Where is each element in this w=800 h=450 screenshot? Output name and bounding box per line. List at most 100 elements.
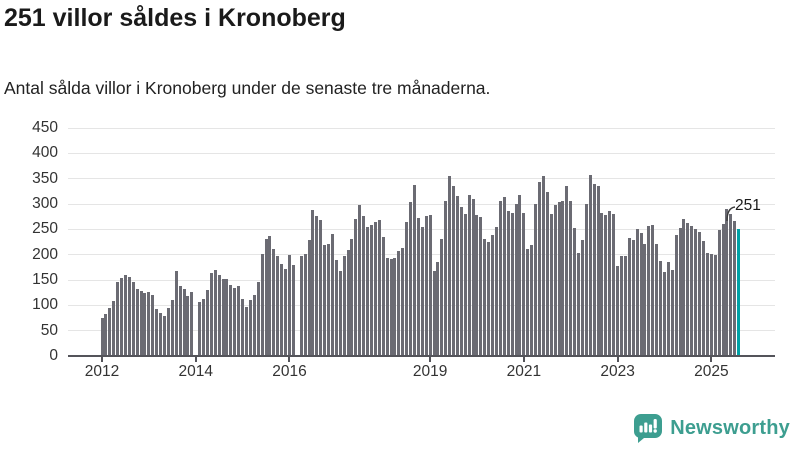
bar	[514, 203, 518, 356]
bar	[604, 215, 608, 356]
bar	[401, 248, 405, 356]
y-axis-tick-label: 350	[32, 169, 58, 187]
x-axis-tick-label: 2019	[412, 363, 448, 380]
bar	[162, 316, 166, 356]
bar	[209, 273, 213, 356]
x-axis-tick-label: 2025	[694, 363, 729, 380]
bar	[725, 209, 729, 356]
y-axis-tick-label: 250	[32, 220, 58, 238]
bar	[534, 204, 538, 356]
bar	[186, 296, 190, 356]
bar	[147, 291, 151, 356]
bar	[733, 220, 737, 356]
bar	[569, 200, 573, 356]
page-title: 251 villor såldes i Kronoberg	[4, 4, 346, 32]
bar	[229, 284, 233, 356]
bar	[276, 256, 280, 356]
bar	[409, 202, 413, 356]
bar	[327, 243, 331, 356]
bar	[139, 291, 143, 356]
bar	[475, 215, 479, 356]
bar	[678, 227, 682, 356]
bar	[377, 219, 381, 356]
x-axis-tick-label: 2021	[506, 363, 542, 380]
bar	[416, 217, 420, 356]
bar	[686, 222, 690, 356]
bar	[651, 224, 655, 356]
bar	[713, 254, 717, 356]
bar	[479, 216, 483, 356]
bar	[627, 237, 631, 356]
bar	[545, 192, 549, 356]
bar	[530, 245, 534, 356]
bar	[198, 301, 202, 356]
x-axis-tickmark	[194, 357, 197, 362]
x-axis-tick-label: 2023	[600, 363, 635, 380]
y-axis-tick-label: 300	[32, 195, 58, 212]
bar	[616, 265, 620, 356]
bar	[561, 200, 565, 356]
x-axis-tickmark	[288, 357, 291, 362]
bar	[662, 272, 666, 356]
bar	[241, 298, 245, 356]
bar	[116, 282, 120, 356]
bar	[639, 232, 643, 356]
bar	[268, 235, 272, 356]
bar	[537, 182, 541, 356]
annotation-leader-line	[726, 206, 736, 222]
bar	[252, 295, 256, 356]
bar	[260, 254, 264, 356]
bar	[549, 214, 553, 356]
bar	[182, 288, 186, 356]
bar	[506, 211, 510, 356]
bar	[272, 248, 276, 356]
bar	[362, 215, 366, 356]
bar	[682, 219, 686, 356]
bar	[299, 256, 303, 356]
bar	[448, 176, 452, 356]
bar	[584, 203, 588, 356]
bar	[577, 253, 581, 356]
brand-wordmark: Newsworthy	[670, 417, 790, 439]
bar	[690, 225, 694, 356]
bar	[694, 229, 698, 356]
bar	[432, 270, 436, 356]
bar	[420, 226, 424, 356]
y-axis-tick-label: 450	[32, 119, 58, 136]
y-gridline	[68, 203, 775, 205]
bar	[522, 212, 526, 356]
bar	[354, 219, 358, 356]
x-axis-tick-label: 2014	[178, 363, 213, 380]
bar	[303, 253, 307, 356]
last-value-annotation: 251	[735, 197, 761, 214]
bar	[319, 220, 323, 356]
bar	[440, 238, 444, 356]
bar	[463, 213, 467, 356]
bar	[178, 286, 182, 356]
chart-subtitle: Antal sålda villor i Kronoberg under de …	[4, 78, 491, 98]
bar	[705, 253, 709, 356]
bar-chart-speech-bubble-icon	[634, 414, 663, 443]
x-axis-line	[68, 355, 775, 357]
bar	[424, 215, 428, 356]
bar	[248, 299, 252, 356]
bar	[643, 244, 647, 356]
bar	[108, 307, 112, 356]
bar	[131, 282, 135, 356]
bar	[350, 238, 354, 356]
y-axis-tick-label: 0	[49, 347, 58, 364]
x-axis-tick-label: 2016	[272, 363, 307, 380]
bar	[217, 274, 221, 356]
bar	[498, 200, 502, 356]
y-axis-tick-label: 100	[32, 296, 58, 314]
bar	[366, 226, 370, 356]
bar	[573, 227, 577, 356]
bar	[330, 234, 334, 356]
bar	[541, 175, 545, 356]
bar	[373, 221, 377, 356]
bar	[717, 230, 721, 356]
bar	[342, 255, 346, 356]
bar	[674, 235, 678, 356]
bar	[580, 240, 584, 356]
bar	[702, 241, 706, 356]
